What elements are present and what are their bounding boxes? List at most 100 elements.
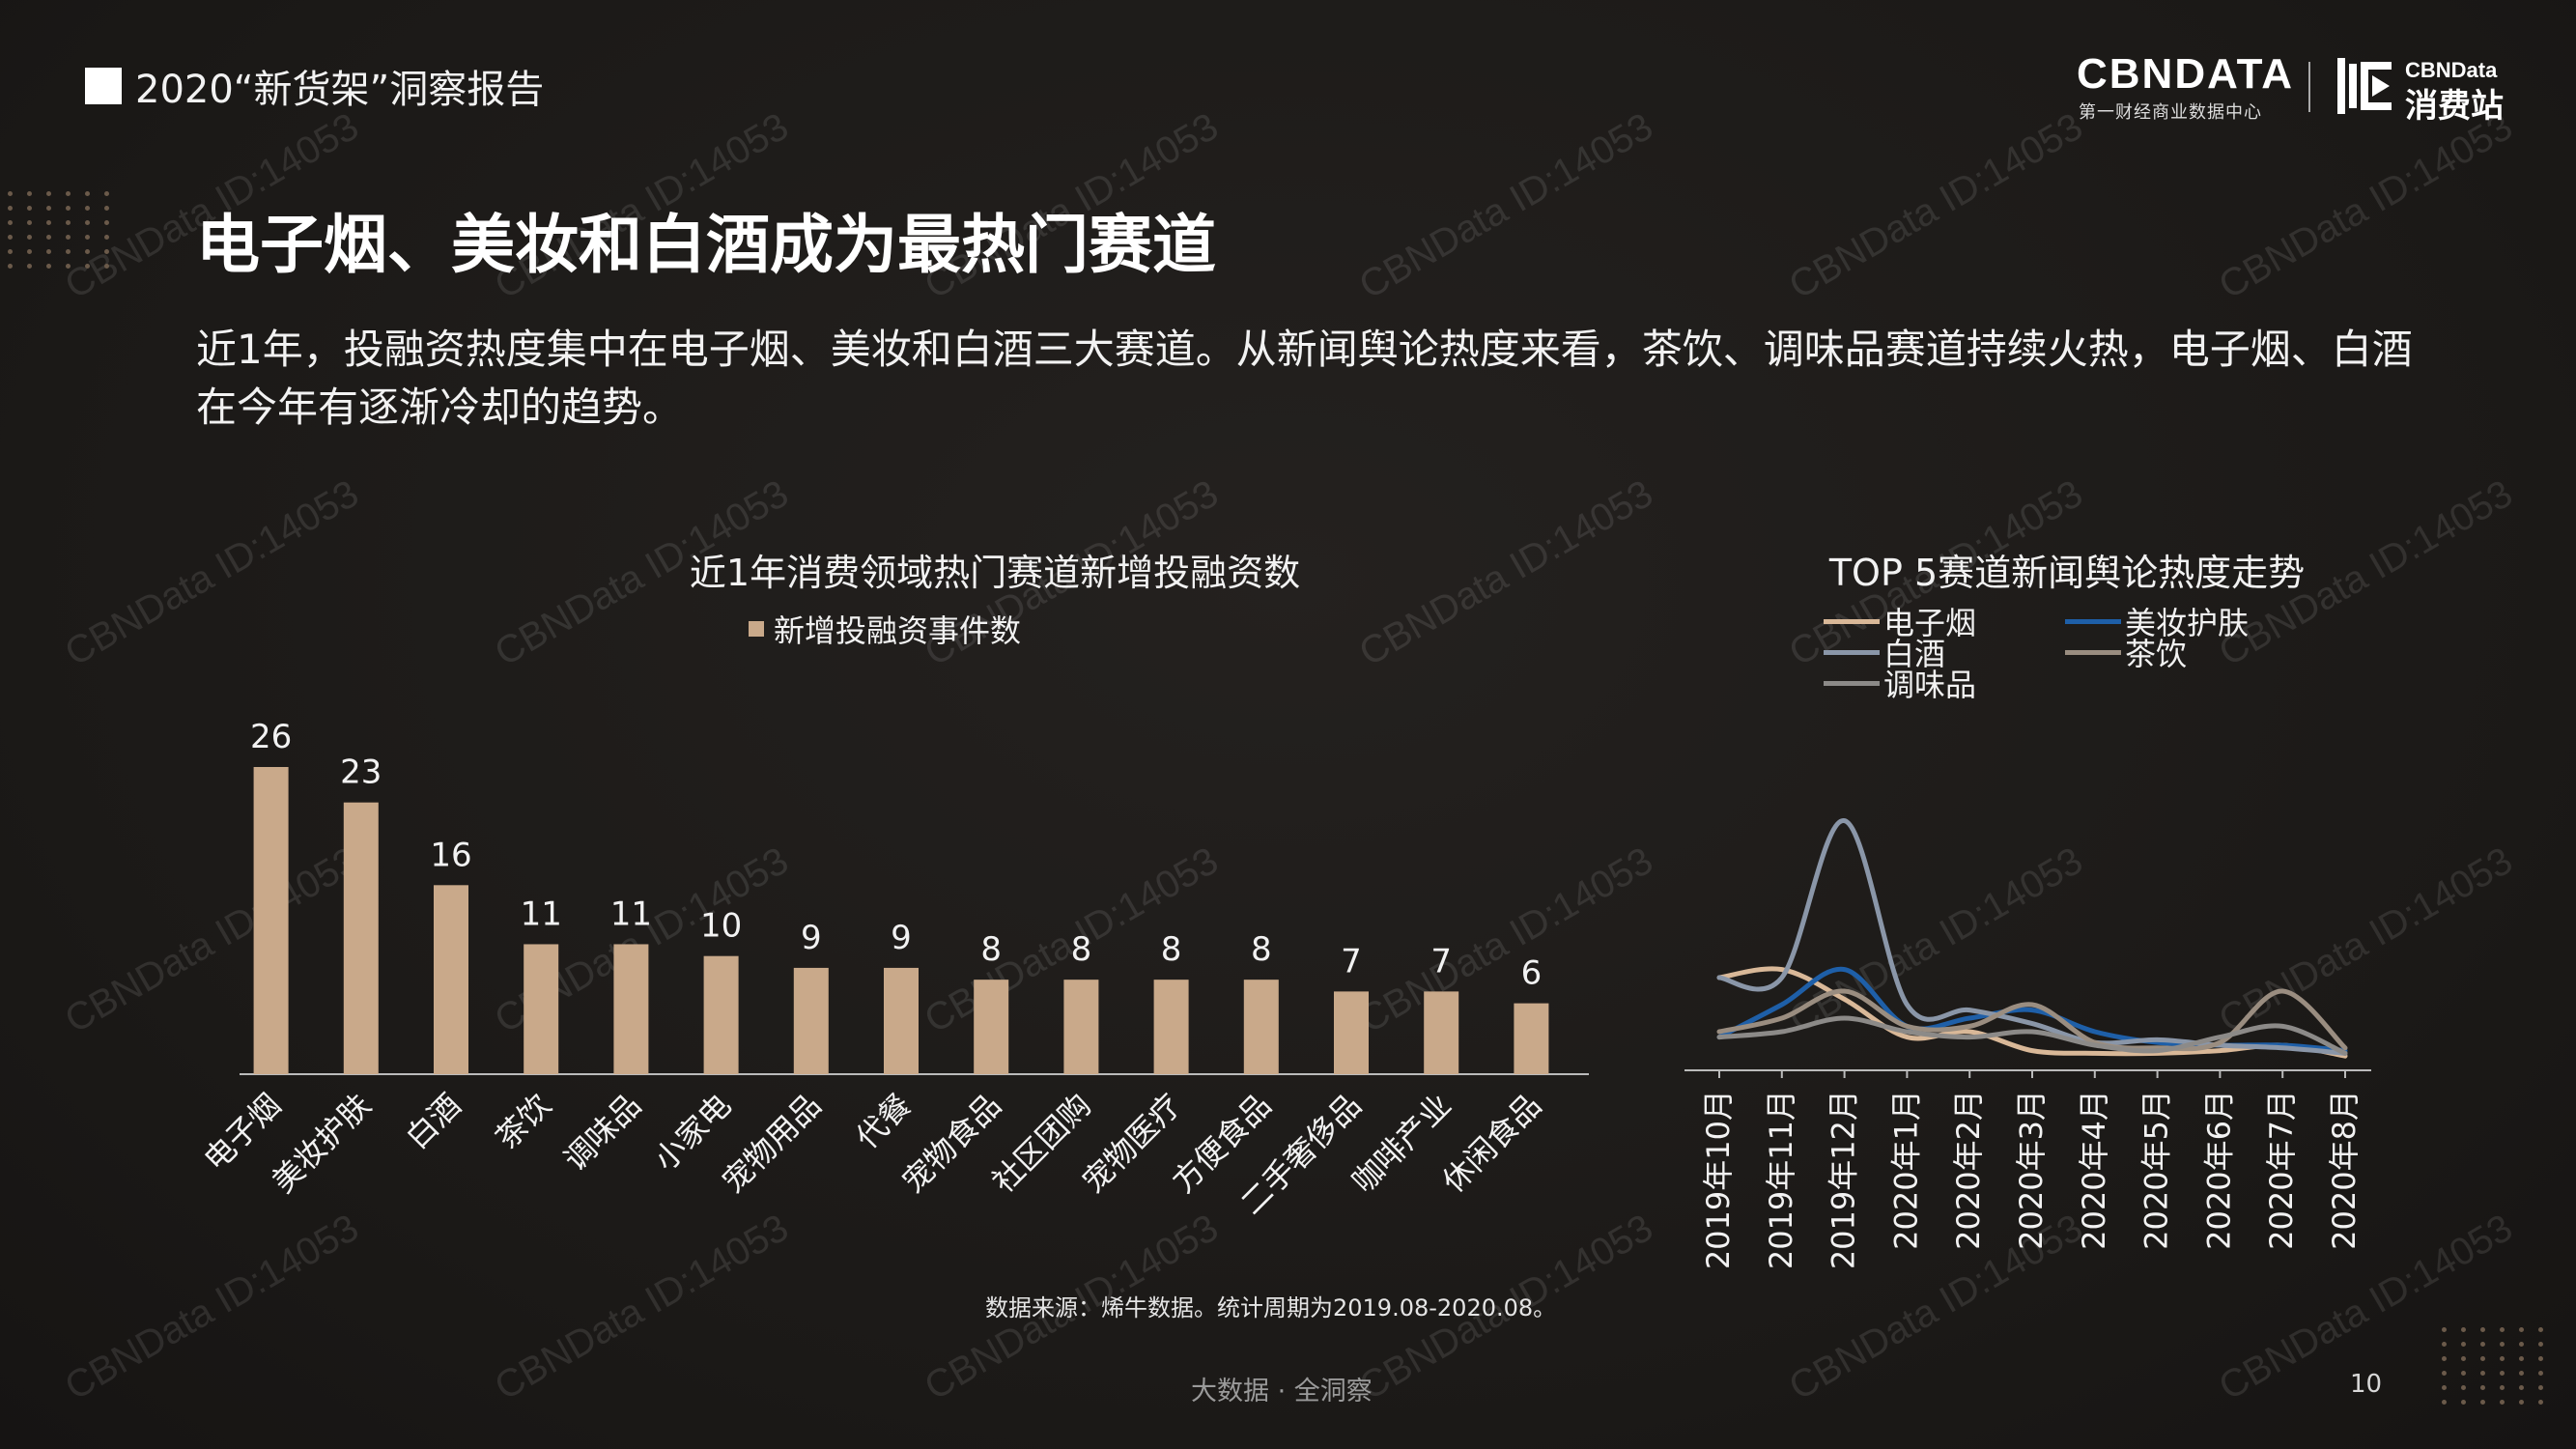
decorative-dot [8, 206, 13, 211]
decorative-dot [27, 264, 32, 269]
decorative-dot [66, 249, 71, 254]
bar-category-label: 宠物食品 [894, 1087, 1007, 1200]
bar-category-label: 白酒 [399, 1087, 468, 1156]
line-legend-swatch [1824, 680, 1880, 686]
bar [253, 767, 289, 1074]
line-legend-swatch [1824, 649, 1880, 655]
bar-chart-legend: 新增投融资事件数 [749, 607, 1021, 651]
line-series [1716, 988, 2348, 1052]
decorative-dot [2538, 1371, 2543, 1376]
logo-divider [2308, 62, 2310, 112]
line-legend-item: 美妆护肤 [2065, 599, 2249, 643]
bar-value-label: 7 [1341, 942, 1362, 980]
bar-legend-label: 新增投融资事件数 [774, 612, 1022, 649]
decorative-dot [2461, 1342, 2466, 1347]
decorative-dot [2480, 1356, 2485, 1361]
decorative-dot [2442, 1400, 2447, 1405]
line-legend-item: 茶饮 [2065, 630, 2187, 674]
line-x-tick-label: 2020年3月 [2013, 1090, 2050, 1250]
decorative-dot [2500, 1356, 2505, 1361]
decorative-dot [66, 206, 71, 211]
decorative-dot [2538, 1385, 2543, 1390]
decorative-dot [85, 235, 90, 240]
bar-category-label: 代餐 [849, 1087, 919, 1156]
bar [1063, 980, 1099, 1074]
decorative-dots-right [2442, 1327, 2548, 1405]
bar-category-label: 休闲食品 [1435, 1087, 1548, 1200]
line-legend-item: 电子烟 [1824, 599, 1976, 643]
decorative-dot [104, 191, 109, 196]
decorative-dot [85, 249, 90, 254]
decorative-dot [8, 235, 13, 240]
decorative-dot [2480, 1327, 2485, 1332]
decorative-dot [2480, 1342, 2485, 1347]
line-x-tick-label: 2020年7月 [2263, 1090, 2300, 1250]
xiaofeizhan-logo-text: 消费站 [2405, 87, 2504, 126]
decorative-dot [85, 206, 90, 211]
decorative-dot [2519, 1356, 2524, 1361]
bar-category-label: 茶饮 [489, 1087, 558, 1156]
decorative-dot [104, 235, 109, 240]
decorative-dot [27, 249, 32, 254]
decorative-dot [85, 264, 90, 269]
bar [343, 802, 379, 1074]
decorative-dot [2538, 1342, 2543, 1347]
decorative-dot [2461, 1385, 2466, 1390]
bar [434, 885, 468, 1074]
bar-value-label: 8 [980, 930, 1002, 969]
decorative-dot [2538, 1356, 2543, 1361]
decorative-dot [2461, 1327, 2466, 1332]
decorative-dot [2442, 1356, 2447, 1361]
report-title: 2020“新货架”洞察报告 [135, 68, 545, 112]
decorative-dot [2500, 1342, 2505, 1347]
bar-value-label: 10 [700, 907, 742, 946]
decorative-dot [66, 235, 71, 240]
decorative-dot [104, 264, 109, 269]
bar [1424, 991, 1459, 1074]
decorative-dot [66, 264, 71, 269]
decorative-dot [2480, 1400, 2485, 1405]
header-square-icon [85, 68, 122, 104]
cbndata-small-logo: CBNData [2405, 58, 2498, 82]
decorative-dot [46, 235, 51, 240]
line-x-tick-label: 2020年8月 [2326, 1090, 2363, 1250]
bar-value-label: 7 [1430, 942, 1452, 980]
decorative-dot [2519, 1327, 2524, 1332]
decorative-dot [2461, 1400, 2466, 1405]
decorative-dot [2538, 1400, 2543, 1405]
decorative-dot [2500, 1327, 2505, 1332]
decorative-dot [8, 191, 13, 196]
bar-value-label: 11 [610, 895, 652, 933]
line-x-tick-label: 2019年11月 [1763, 1090, 1799, 1269]
line-x-tick-label: 2020年2月 [1950, 1090, 1987, 1250]
data-source-note: 数据来源：烯牛数据。统计周期为2019.08-2020.08。 [985, 1294, 1557, 1321]
decorative-dot [46, 220, 51, 225]
bar-value-label: 11 [521, 895, 562, 933]
bar-value-label: 8 [1251, 930, 1272, 969]
line-legend-swatch [2065, 649, 2121, 655]
decorative-dot [2519, 1371, 2524, 1376]
bar-value-label: 23 [340, 753, 382, 792]
decorative-dot [66, 191, 71, 196]
decorative-dot [2500, 1400, 2505, 1405]
line-x-tick-label: 2019年10月 [1700, 1090, 1737, 1269]
cbndata-logo-subtitle: 第一财经商业数据中心 [2079, 102, 2262, 123]
decorative-dots-left [8, 191, 114, 269]
decorative-dot [8, 249, 13, 254]
line-series [1716, 966, 2348, 1059]
bar [1153, 980, 1189, 1074]
decorative-dot [27, 206, 32, 211]
decorative-dot [46, 249, 51, 254]
decorative-dot [46, 264, 51, 269]
decorative-dot [2538, 1327, 2543, 1332]
line-legend-label: 调味品 [1883, 667, 1977, 703]
bar-value-label: 9 [801, 919, 822, 957]
bar [1334, 991, 1369, 1074]
line-legend-swatch [1824, 618, 1880, 624]
bar-value-label: 9 [891, 919, 912, 957]
line-legend-label: 白酒 [1883, 636, 1946, 672]
line-legend-label: 美妆护肤 [2125, 605, 2250, 641]
bar-chart: 26电子烟23美妆护肤16白酒11茶饮11调味品10小家电9宠物用品9代餐8宠物… [196, 718, 1589, 1222]
decorative-dot [104, 220, 109, 225]
